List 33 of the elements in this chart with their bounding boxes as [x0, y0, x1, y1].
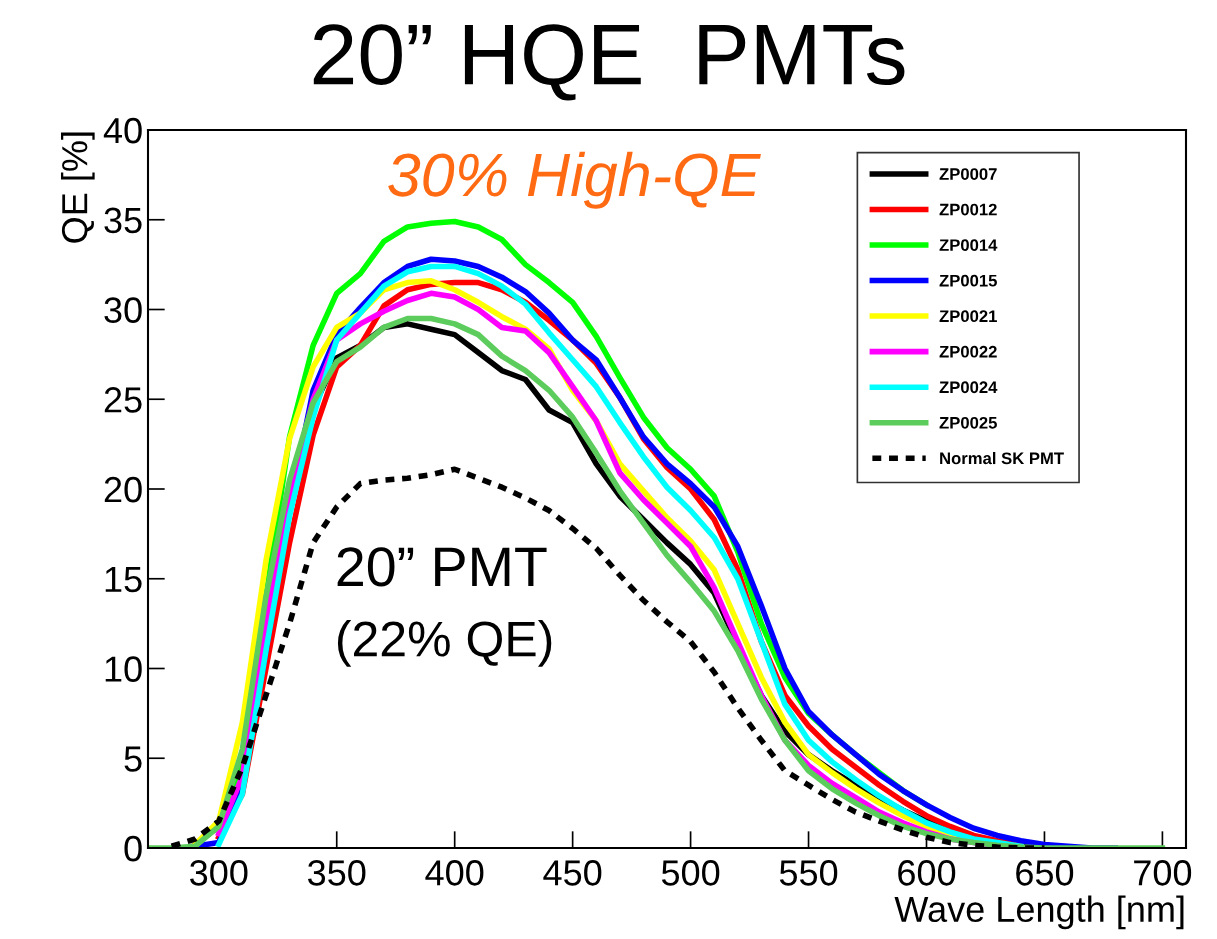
legend-label: ZP0021 — [939, 310, 997, 323]
x-tick-label: 300 — [190, 860, 248, 886]
y-tick-label: 15 — [105, 566, 142, 593]
y-tick-label: 5 — [124, 746, 142, 772]
x-tick-label: 450 — [543, 860, 602, 886]
legend-label: Normal SK PMT — [940, 451, 1064, 465]
y-tick-label: 0 — [124, 835, 142, 862]
y-tick-label: 25 — [104, 387, 142, 413]
legend-label: ZP0015 — [939, 274, 997, 287]
y-tick-label: 20 — [104, 476, 142, 503]
legend-label: ZP0025 — [939, 416, 997, 429]
x-tick-label: 550 — [779, 860, 838, 886]
legend-label: ZP0014 — [939, 239, 998, 252]
legend-label: ZP0022 — [939, 345, 997, 358]
legend-label: ZP0007 — [939, 168, 997, 180]
annotation: 20” PMT — [337, 547, 547, 587]
x-tick-label: 650 — [1016, 860, 1074, 886]
legend-label: ZP0012 — [939, 203, 997, 216]
y-tick-label: 30 — [104, 297, 142, 323]
y-tick-label: 40 — [103, 117, 142, 144]
y-axis-title: QE [%] — [60, 132, 95, 243]
x-tick-label: 600 — [898, 860, 956, 886]
x-tick-label: 400 — [425, 860, 484, 886]
y-tick-label: 35 — [104, 207, 142, 234]
annotation: 30% High-QE — [388, 151, 761, 209]
x-tick-label: 700 — [1134, 860, 1192, 886]
chart-title: 20” HQE PMTs — [313, 24, 905, 101]
x-tick-label: 350 — [307, 860, 366, 886]
x-tick-label: 500 — [661, 860, 720, 886]
annotation: (22% QE) — [337, 620, 552, 667]
legend-label: ZP0024 — [939, 381, 998, 394]
y-tick-label: 10 — [105, 656, 142, 682]
x-axis-title: Wave Length [nm] — [894, 895, 1184, 930]
